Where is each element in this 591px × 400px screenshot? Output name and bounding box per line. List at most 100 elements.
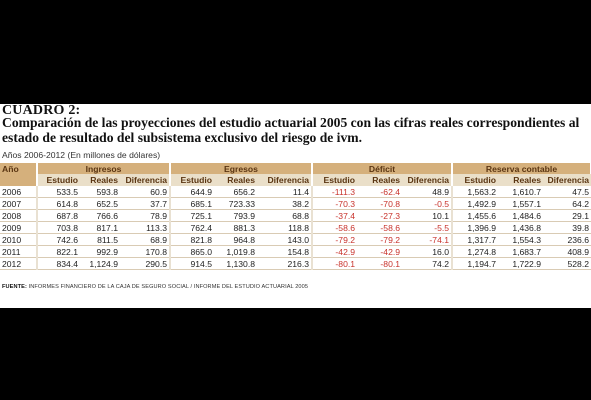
table-cell: -0.5 xyxy=(402,197,454,210)
table-cell: -62.4 xyxy=(357,186,403,198)
table-cell: 1,455.6 xyxy=(452,209,499,222)
source-text: INFORMES FINANCIERO DE LA CAJA DE SEGURO… xyxy=(28,284,309,290)
group-header-reserva: Reserva contable xyxy=(452,163,591,174)
table-cell: 528.2 xyxy=(543,257,591,270)
subheader-diferencia: Diferencia xyxy=(543,174,591,186)
table-cell: 821.8 xyxy=(170,233,214,246)
table-cell: 703.8 xyxy=(37,221,80,234)
table-cell: 37.7 xyxy=(120,197,171,210)
year-cell: 2009 xyxy=(0,221,38,234)
table-cell: -80.1 xyxy=(312,257,358,270)
year-cell: 2012 xyxy=(0,257,38,270)
table-cell: 652.5 xyxy=(80,197,120,210)
subheader-estudio: Estudio xyxy=(37,174,80,186)
table-cell: 644.9 xyxy=(170,186,214,198)
table-cell: 216.3 xyxy=(257,257,314,270)
table-row: 2010 742.6 811.5 68.9 821.8 964.8 143.0 -79.2 -7… xyxy=(0,233,591,246)
table-cell: 881.3 xyxy=(214,221,257,234)
table-cell: 1,492.9 xyxy=(452,197,499,210)
subheader-diferencia: Diferencia xyxy=(402,174,454,186)
table-cell: 793.9 xyxy=(214,209,257,222)
table-cell: -80.1 xyxy=(357,257,403,270)
table-cell: 68.8 xyxy=(257,209,314,222)
table-cell: 1,436.8 xyxy=(498,221,544,234)
table-cell: 1,130.8 xyxy=(214,257,257,270)
table-cell: 614.8 xyxy=(37,197,80,210)
table-cell: 1,274.8 xyxy=(452,245,499,258)
table-cell: 725.1 xyxy=(170,209,214,222)
subheader-estudio: Estudio xyxy=(170,174,214,186)
table-cell: 1,019.8 xyxy=(214,245,257,258)
table-row: 2009 703.8 817.1 113.3 762.4 881.3 118.8 -58.6-… xyxy=(0,221,591,234)
table-cell: 11.4 xyxy=(257,186,314,198)
subheader-estudio: Estudio xyxy=(452,174,499,186)
subheader-reales: Reales xyxy=(80,174,120,186)
table-cell: -111.3 xyxy=(312,186,358,198)
subheader-estudio: Estudio xyxy=(312,174,358,186)
table-cell: 64.2 xyxy=(543,197,591,210)
table-cell: 593.8 xyxy=(80,186,120,198)
data-table: Año Ingresos Egresos Déficit Reserva con… xyxy=(0,163,591,270)
table-cell: -37.4 xyxy=(312,209,358,222)
table-cell: 38.2 xyxy=(257,197,314,210)
table-cell: 16.0 xyxy=(402,245,454,258)
subtitle: Años 2006-2012 (En millones de dólares) xyxy=(2,150,161,160)
table-cell: 39.8 xyxy=(543,221,591,234)
group-header-egresos: Egresos xyxy=(170,163,314,174)
year-cell: 2008 xyxy=(0,209,38,222)
table-cell: 236.6 xyxy=(543,233,591,246)
table-cell: 992.9 xyxy=(80,245,120,258)
subheader-reales: Reales xyxy=(498,174,544,186)
year-cell: 2011 xyxy=(0,245,38,258)
table-cell: 817.1 xyxy=(80,221,120,234)
table-cell: 408.9 xyxy=(543,245,591,258)
table-body: 2006 533.5 593.8 60.9 644.9 656.2 11.4 -111.3 -6… xyxy=(0,186,591,270)
table-cell: 1,722.9 xyxy=(498,257,544,270)
table-cell: 762.4 xyxy=(170,221,214,234)
table-cell: 865.0 xyxy=(170,245,214,258)
source-note: FUENTE: INFORMES FINANCIERO DE LA CAJA D… xyxy=(2,284,308,290)
table-cell: 656.2 xyxy=(214,186,257,198)
table-row: 2007 614.8 652.5 37.7 685.1 723.33 38.2 -70.3 -7… xyxy=(0,197,591,210)
year-cell: 2006 xyxy=(0,186,38,198)
year-cell: 2010 xyxy=(0,233,38,246)
table-cell: 48.9 xyxy=(402,186,454,198)
table-cell: -5.5 xyxy=(402,221,454,234)
table-cell: 1,683.7 xyxy=(498,245,544,258)
table-cell: 1,610.7 xyxy=(498,186,544,198)
group-header-deficit: Déficit xyxy=(312,163,454,174)
source-label: FUENTE: xyxy=(2,284,27,290)
table-cell: 742.6 xyxy=(37,233,80,246)
year-header: Año xyxy=(0,163,38,174)
table-cell: -42.9 xyxy=(357,245,403,258)
table-cell: 113.3 xyxy=(120,221,171,234)
table-cell: 533.5 xyxy=(37,186,80,198)
table-cell: 47.5 xyxy=(543,186,591,198)
table-cell: 143.0 xyxy=(257,233,314,246)
table-cell: 1,563.2 xyxy=(452,186,499,198)
table-row: 2006 533.5 593.8 60.9 644.9 656.2 11.4 -111.3 -6… xyxy=(0,186,591,198)
group-header-ingresos: Ingresos xyxy=(37,163,171,174)
subheader-diferencia: Diferencia xyxy=(257,174,314,186)
table-cell: 74.2 xyxy=(402,257,454,270)
table-cell: -42.9 xyxy=(312,245,358,258)
table-row: 2011 822.1 992.9 170.8 865.0 1,019.8 154.8 -42.… xyxy=(0,245,591,258)
table-cell: 687.8 xyxy=(37,209,80,222)
table-cell: 1,124.9 xyxy=(80,257,120,270)
table-cell: 1,194.7 xyxy=(452,257,499,270)
table-cell: 822.1 xyxy=(37,245,80,258)
table-cell: -27.3 xyxy=(357,209,403,222)
subheader-row: Estudio Reales Diferencia Estudio Reales… xyxy=(0,174,591,186)
table-cell: 1,396.9 xyxy=(452,221,499,234)
table-cell: -58.6 xyxy=(357,221,403,234)
table-cell: 290.5 xyxy=(120,257,171,270)
table-cell: 1,557.1 xyxy=(498,197,544,210)
table-cell: 29.1 xyxy=(543,209,591,222)
table-cell: 170.8 xyxy=(120,245,171,258)
subheader-reales: Reales xyxy=(214,174,257,186)
infographic-panel: CUADRO 2: Comparación de las proyeccione… xyxy=(0,104,591,308)
table-row: 2012 834.4 1,124.9 290.5 914.5 1,130.8 216.3 -8… xyxy=(0,257,591,270)
table-row: 2008 687.8 766.6 78.9 725.1 793.9 68.8 -37.4 -27… xyxy=(0,209,591,222)
year-cell: 2007 xyxy=(0,197,38,210)
table-cell: 60.9 xyxy=(120,186,171,198)
